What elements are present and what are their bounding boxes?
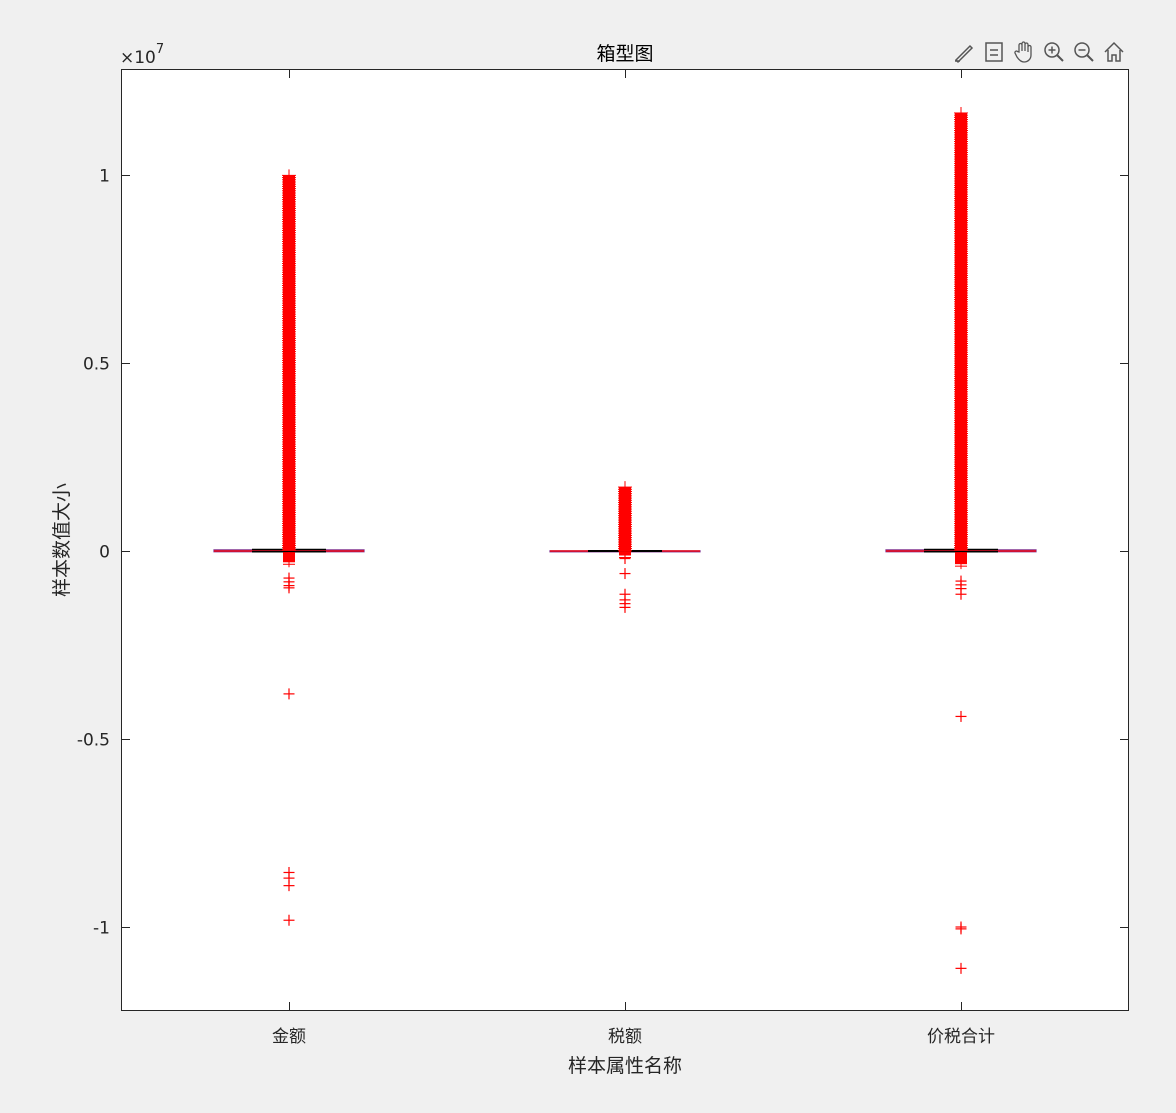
- pan-button[interactable]: [1010, 38, 1038, 66]
- box-group-3: [885, 106, 1037, 974]
- x-tick-label: 金额: [272, 1027, 306, 1047]
- y-exponent-label: ×107: [120, 42, 164, 68]
- x-tick-label: 价税合计: [927, 1027, 995, 1047]
- zoom-in-icon: [1044, 42, 1064, 62]
- legend-button[interactable]: [980, 38, 1008, 66]
- outlier-point: [955, 710, 967, 722]
- outlier-point: [619, 601, 631, 613]
- zoom-out-button[interactable]: [1070, 38, 1098, 66]
- box-group-1: [213, 169, 365, 926]
- x-axis-title: 样本属性名称: [568, 1055, 682, 1077]
- outlier-stack-high: [618, 481, 632, 552]
- outlier-stack-low: [283, 552, 295, 568]
- outlier-point: [955, 588, 967, 600]
- outlier-point: [955, 962, 967, 974]
- outlier-point: [955, 923, 967, 935]
- y-tick-label: -1: [93, 919, 110, 939]
- pan-hand-icon: [1014, 41, 1032, 63]
- home-button[interactable]: [1100, 38, 1128, 66]
- zoom-out-icon: [1074, 42, 1094, 62]
- home-icon: [1104, 41, 1124, 62]
- outlier-point: [619, 553, 631, 565]
- chart-marks: [213, 106, 1037, 974]
- y-axis-title: 样本数值大小: [51, 483, 73, 597]
- outlier-point: [619, 568, 631, 580]
- outlier-point: [283, 688, 295, 700]
- outlier-point: [283, 582, 295, 594]
- brush-button[interactable]: [950, 38, 978, 66]
- axis-ticks: 1 0.5 0 -0.5 -1 金额 税额 价税合计: [77, 69, 1129, 1047]
- y-tick-label: 0.5: [83, 355, 110, 375]
- y-tick-label: 1: [99, 167, 110, 187]
- outlier-stack-low: [955, 552, 967, 570]
- outlier-stack-high: [282, 169, 296, 551]
- brush-icon: [954, 44, 974, 64]
- y-tick-label: -0.5: [77, 731, 110, 751]
- box-group-2: [549, 481, 701, 613]
- y-tick-label: 0: [99, 543, 110, 563]
- axes-toolbar: [950, 38, 1128, 66]
- y-exponent-power: 7: [156, 42, 164, 57]
- x-tick-label: 税额: [608, 1027, 642, 1047]
- chart-title: 箱型图: [596, 43, 653, 65]
- outlier-stack-high: [954, 106, 968, 551]
- legend-icon: [985, 42, 1003, 62]
- zoom-in-button[interactable]: [1040, 38, 1068, 66]
- outlier-point: [283, 914, 295, 926]
- outlier-point: [283, 880, 295, 892]
